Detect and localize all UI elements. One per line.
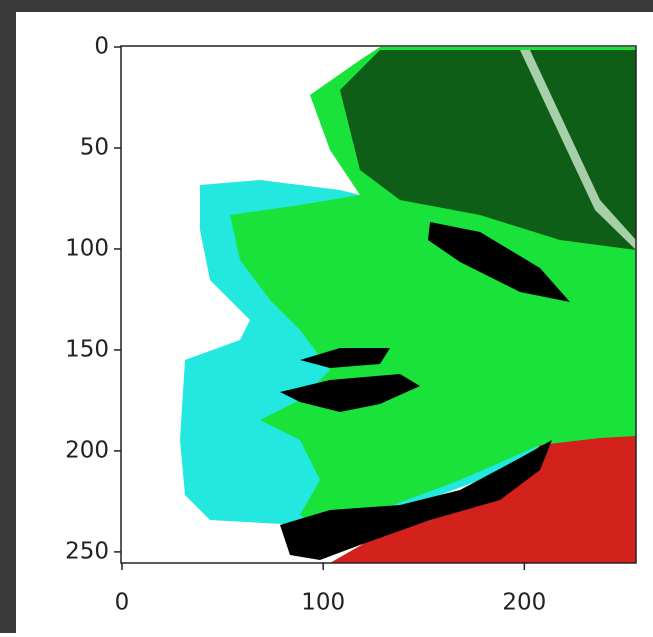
window-frame — [0, 0, 653, 12]
image-region — [428, 222, 570, 302]
y-tick-label: 150 — [65, 336, 109, 362]
plot-frame — [120, 45, 637, 564]
image-region — [280, 374, 420, 412]
y-tick-label: 50 — [80, 134, 109, 160]
x-tick-label: 100 — [301, 590, 345, 616]
y-tick-label: 0 — [94, 34, 109, 60]
y-tick-label: 250 — [65, 538, 109, 564]
x-tick-label: 0 — [115, 590, 130, 616]
y-tick-label: 100 — [65, 235, 109, 261]
image — [180, 47, 636, 563]
image-vein — [520, 50, 636, 250]
y-tick-label: 200 — [65, 437, 109, 463]
x-tick-label: 200 — [502, 590, 546, 616]
image-region — [340, 50, 636, 250]
window-frame — [0, 0, 16, 633]
image-region — [300, 348, 390, 368]
image-region — [280, 440, 552, 560]
